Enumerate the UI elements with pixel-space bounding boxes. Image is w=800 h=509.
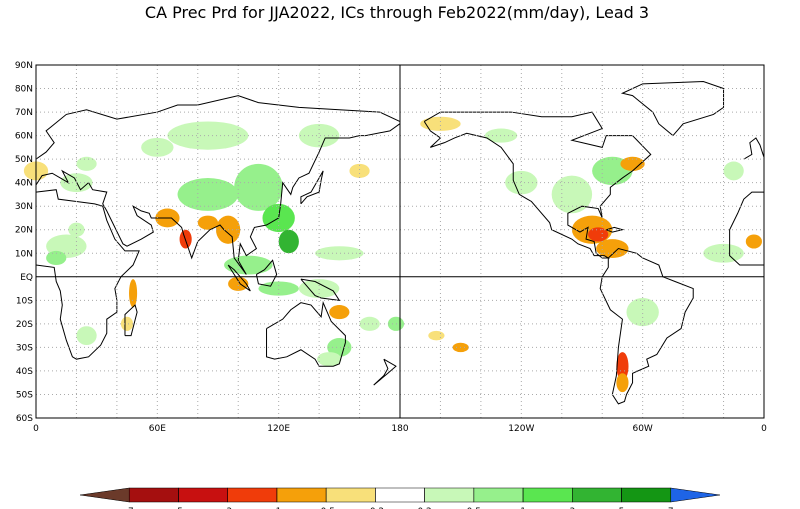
precip-patch bbox=[224, 255, 273, 275]
lat-label: 20S bbox=[16, 320, 33, 330]
precip-patch bbox=[745, 234, 762, 249]
colorbar-box bbox=[375, 487, 425, 503]
title: CA Prec Prd for JJA2022, ICs through Feb… bbox=[145, 3, 649, 22]
lon-label: 0 bbox=[761, 424, 767, 434]
colorbar-label: 0.2 bbox=[417, 507, 431, 509]
precip-patch bbox=[177, 177, 239, 211]
precip-patch bbox=[387, 316, 405, 331]
lon-label: 180 bbox=[391, 424, 408, 434]
precip-patch bbox=[359, 316, 380, 331]
lat-label: 40N bbox=[15, 179, 33, 189]
lon-label: 120E bbox=[267, 424, 290, 434]
lat-label: 80N bbox=[15, 85, 33, 95]
coastline bbox=[300, 278, 341, 301]
colorbar-box bbox=[572, 487, 622, 503]
precip-patch bbox=[120, 316, 134, 331]
precip-patch bbox=[129, 279, 138, 308]
lat-label: 10S bbox=[16, 296, 33, 306]
colorbar-box bbox=[276, 487, 327, 503]
coastline bbox=[423, 111, 652, 259]
colorbar-label: 5 bbox=[619, 507, 625, 509]
axis-labels: 90N 80N 70N 60N 50N 40N 30N 20N 10N EQ 10S 20S 30S 40… bbox=[15, 61, 767, 434]
coastline bbox=[35, 95, 401, 160]
colorbar: -7 -5 -3 -1 -0.5 -0.2 0.2 0.5 1 3 5 7 bbox=[79, 487, 721, 509]
lon-label: 60E bbox=[149, 424, 166, 434]
colorbar-box bbox=[522, 487, 573, 503]
colorbar-label: 1 bbox=[520, 507, 526, 509]
colorbar-label: -5 bbox=[174, 507, 183, 509]
precip-patch bbox=[76, 156, 97, 171]
precip-patch bbox=[298, 279, 340, 298]
precip-patch bbox=[420, 116, 461, 131]
lat-label: 60S bbox=[16, 414, 33, 424]
colorbar-label: -0.5 bbox=[317, 507, 335, 509]
lon-label: 0 bbox=[33, 424, 39, 434]
precip-patch bbox=[46, 250, 67, 266]
lat-label: 30S bbox=[16, 343, 33, 353]
coastline bbox=[729, 241, 764, 266]
precip-patch bbox=[329, 305, 350, 320]
precip-patch bbox=[723, 161, 744, 181]
coastline bbox=[227, 264, 251, 292]
precip-patch bbox=[167, 121, 249, 150]
colorbar-box bbox=[473, 487, 524, 503]
coastline bbox=[124, 304, 138, 337]
precip-patch bbox=[278, 229, 299, 254]
colorbar-box bbox=[325, 487, 376, 503]
colorbar-label: 0.5 bbox=[467, 507, 481, 509]
precip-patch bbox=[141, 137, 174, 157]
colorbar-box bbox=[178, 487, 228, 503]
coastline bbox=[255, 259, 278, 287]
grid bbox=[36, 65, 764, 418]
colorbar-box bbox=[227, 487, 278, 503]
coastline bbox=[620, 80, 725, 136]
lat-label: 50S bbox=[16, 390, 33, 400]
lat-label: 30N bbox=[15, 202, 33, 212]
lat-label: 50N bbox=[15, 155, 33, 165]
coastline bbox=[599, 248, 694, 405]
colorbar-label: 7 bbox=[668, 507, 674, 509]
lat-label: 10N bbox=[15, 249, 33, 259]
colorbar-box bbox=[621, 487, 672, 503]
colorbar-box bbox=[424, 487, 475, 503]
lon-label: 60W bbox=[632, 424, 652, 434]
lat-label: 20N bbox=[15, 226, 33, 236]
precip-patch bbox=[298, 123, 340, 148]
map-frame bbox=[35, 64, 765, 419]
lon-label: 120W bbox=[508, 424, 534, 434]
precip-patch bbox=[588, 227, 609, 242]
coastline bbox=[300, 170, 324, 205]
colorbar-label: 3 bbox=[569, 507, 575, 509]
colorbar-box bbox=[128, 487, 179, 503]
precip-patch bbox=[315, 246, 364, 261]
coastline bbox=[373, 358, 397, 386]
colorbar-label: -7 bbox=[125, 507, 134, 509]
colorbar-label: -0.2 bbox=[367, 507, 385, 509]
precip-patch bbox=[620, 156, 645, 171]
precip-patch bbox=[234, 163, 283, 211]
lat-label: 40S bbox=[16, 367, 33, 377]
precip-patch bbox=[626, 297, 659, 327]
coastline bbox=[743, 137, 765, 160]
precip-patch bbox=[616, 373, 629, 393]
lat-label: 70N bbox=[15, 108, 33, 118]
precip-patch bbox=[258, 281, 299, 296]
precip-patch bbox=[349, 163, 370, 178]
coastline bbox=[266, 300, 346, 367]
precip-patch bbox=[317, 352, 342, 367]
lat-label: 60N bbox=[15, 132, 33, 142]
coastline bbox=[606, 226, 625, 233]
precip-patch bbox=[228, 276, 249, 291]
precip-patch bbox=[551, 175, 593, 214]
colorbar-label: -1 bbox=[272, 507, 281, 509]
precip-patch bbox=[197, 215, 218, 230]
lat-label: 90N bbox=[15, 61, 33, 71]
colorbar-label: -3 bbox=[223, 507, 232, 509]
precip-patch bbox=[76, 326, 97, 346]
precip-patch bbox=[616, 352, 629, 381]
precip-patch bbox=[428, 330, 445, 341]
lat-label: EQ bbox=[20, 273, 33, 283]
precip-patch bbox=[484, 128, 518, 143]
